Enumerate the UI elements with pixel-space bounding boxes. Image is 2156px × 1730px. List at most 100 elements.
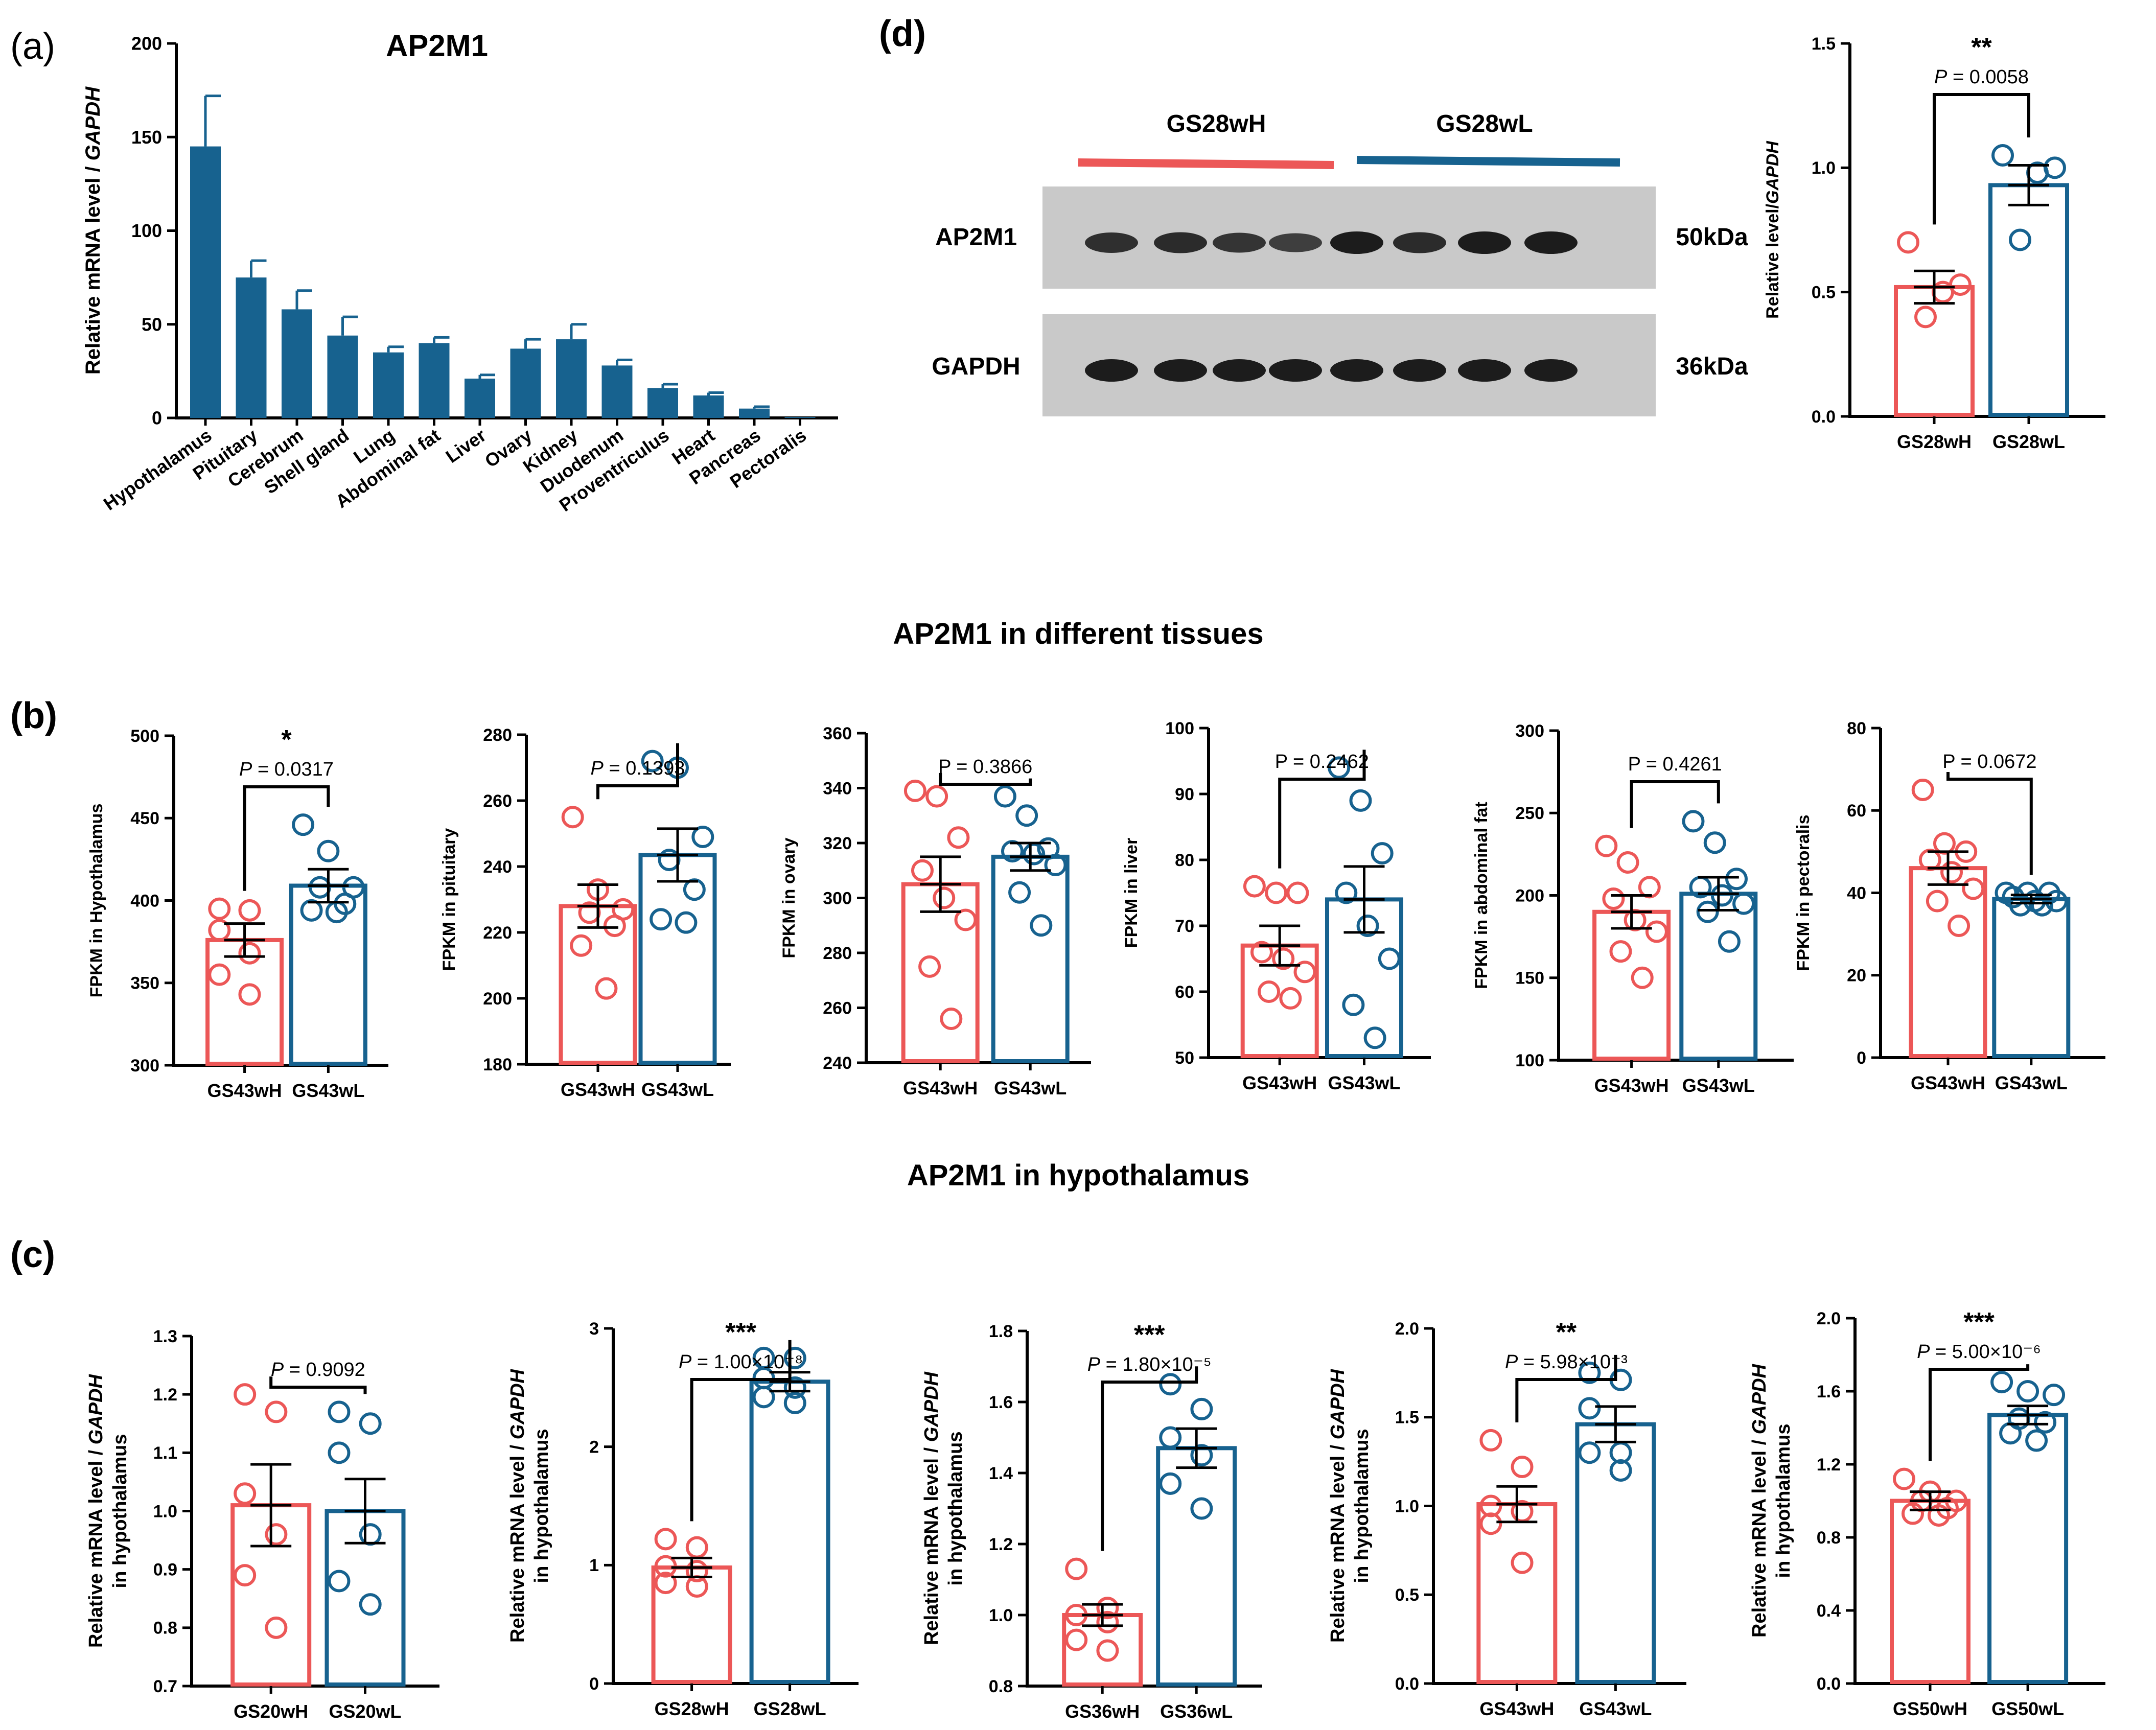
blot-band [1393, 359, 1446, 382]
bar [1476, 1502, 1558, 1684]
bar [556, 339, 587, 418]
data-point [1631, 966, 1654, 989]
y-tick-label: 60 [1847, 801, 1866, 821]
data-point [1363, 1026, 1386, 1049]
significance-bracket [269, 1376, 367, 1394]
bar [1988, 183, 2069, 417]
y-tick-label: 0.5 [1395, 1585, 1419, 1605]
y-tick-label: 1.0 [989, 1606, 1013, 1625]
data-point [1926, 890, 1949, 913]
significance-bracket [1515, 1354, 1617, 1422]
significance-bracket [1278, 750, 1366, 869]
data-point [1893, 1467, 1915, 1490]
data-point [1096, 1610, 1119, 1633]
data-point [691, 825, 714, 848]
x-tick-label: GS43wH [903, 1078, 978, 1098]
data-point [2043, 1384, 2066, 1407]
p-value-label: P = 5.98×10⁻³ [1505, 1351, 1628, 1373]
y-tick-label: 0 [1857, 1048, 1866, 1068]
data-point [328, 1400, 351, 1423]
y-tick-label: 0.0 [1812, 407, 1836, 427]
section-title-tissues: AP2M1 in different tissues [893, 617, 1263, 650]
data-point [1595, 834, 1618, 857]
y-tick-label: 350 [130, 974, 159, 993]
x-tick-label: GS20wL [329, 1701, 401, 1722]
chart-c1: 0.7 0.8 0.9 1.0 1.1 1.2 1.3 Relative mRNA level… [85, 1327, 439, 1722]
blot-band [1154, 232, 1207, 253]
y-axis-label-line2: in hypothalamus [945, 1432, 966, 1586]
bar [693, 395, 724, 418]
blot-band [1330, 359, 1383, 382]
chart-c3: 0.8 1.0 1.2 1.4 1.6 1.8 Relative mRNA level / … [921, 1320, 1262, 1722]
significance-bracket [1946, 772, 2033, 875]
bar [1679, 892, 1758, 1061]
x-tick-label: GS43wL [292, 1080, 364, 1101]
y-tick-label: 200 [483, 989, 512, 1009]
data-point [783, 1391, 806, 1414]
data-point [1044, 854, 1067, 876]
bar [638, 853, 717, 1065]
chart-a: 0 50 100 150 200 Relative mRNA level / GAPDH A… [82, 29, 838, 516]
y-axis-label: Relative mRNA level / GAPDH [82, 86, 104, 375]
bar [1890, 1499, 1970, 1684]
y-tick-label: 500 [130, 727, 159, 746]
data-point [1335, 881, 1358, 904]
data-point [2009, 228, 2031, 251]
bar [465, 379, 495, 418]
data-point [1159, 1426, 1182, 1449]
blot-band [1269, 233, 1322, 252]
y-axis-label: FPKM in ovary [779, 837, 799, 958]
data-point [650, 908, 673, 931]
data-point [234, 1383, 257, 1406]
data-point [1030, 914, 1053, 937]
data-point [208, 963, 231, 986]
blot-protein-label: AP2M1 [935, 224, 1017, 251]
chart-b5: 100 150 200 250 300 FPKM in abdominal fat GS43… [1472, 721, 1794, 1096]
y-axis-label: FPKM in Hypothalamus [87, 804, 106, 998]
y-tick-label: 40 [1847, 883, 1866, 903]
blot-band [1269, 359, 1322, 382]
data-point [1911, 778, 1934, 801]
data-point [603, 915, 626, 938]
y-tick-label: 150 [1515, 969, 1544, 988]
data-point [683, 878, 706, 901]
data-point [2045, 890, 2068, 913]
data-point [993, 785, 1016, 808]
bar [1156, 1446, 1237, 1687]
y-axis-label: FPKM in pectoralis [1794, 814, 1813, 971]
data-point [1190, 1444, 1213, 1467]
data-point [911, 859, 934, 882]
y-tick-label: 240 [483, 857, 512, 877]
blot-band [1213, 232, 1266, 253]
y-tick-label: 0.7 [153, 1677, 177, 1696]
x-tick-label: GS43wL [1682, 1075, 1755, 1096]
blot-band [1458, 359, 1511, 382]
y-axis-label-line2: in hypothalamus [109, 1434, 131, 1588]
data-point [328, 1570, 351, 1593]
data-point [1962, 877, 1985, 900]
x-tick-label: GS43wL [1995, 1072, 2068, 1093]
blot-group-label: GS28wL [1436, 110, 1533, 137]
data-point [595, 977, 618, 1000]
y-tick-label: 70 [1175, 917, 1194, 936]
data-point [1914, 306, 1937, 329]
data-point [918, 955, 941, 978]
data-point [308, 876, 331, 899]
blot-band [1154, 359, 1207, 382]
chart-d: 0.0 0.5 1.0 1.5 Relative level/GAPDH GS28wH GS… [1763, 33, 2105, 452]
y-tick-label: 180 [483, 1055, 512, 1074]
chart-c4: 0.0 0.5 1.0 1.5 2.0 Relative mRNA level / GAP… [1327, 1318, 1686, 1719]
data-point [1682, 810, 1705, 833]
y-tick-label: 340 [823, 779, 852, 798]
data-point [1286, 881, 1309, 904]
y-axis-label-line2: in hypothalamus [531, 1429, 552, 1583]
y-tick-label: 360 [823, 724, 852, 743]
x-tick-label: GS43wL [1328, 1072, 1400, 1093]
y-tick-label: 3 [589, 1319, 599, 1339]
bar [647, 388, 678, 418]
bar [784, 417, 816, 418]
chart-b3: 240 260 280 300 320 340 360 FPKM in ovary GS43wH… [779, 724, 1091, 1098]
blot-band [1393, 232, 1446, 253]
data-point [234, 1482, 257, 1505]
